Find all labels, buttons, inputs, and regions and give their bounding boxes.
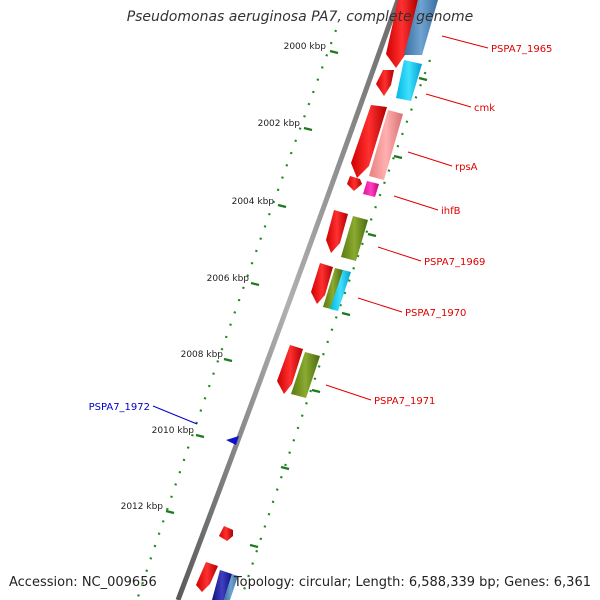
scale-labels: 2000 kbp 2002 kbp 2004 kbp 2006 kbp 2008… [121, 42, 327, 512]
scale-label-2000: 2000 kbp [284, 42, 327, 52]
gene-label[interactable]: PSPA7_1970 [405, 308, 466, 319]
genome-backbone [175, 0, 401, 600]
gene-feature [323, 268, 343, 309]
gene-feature [196, 562, 218, 592]
gene-feature [363, 181, 379, 197]
gene-feature [330, 270, 351, 311]
gene-feature [277, 345, 303, 394]
gene-label[interactable]: rpsA [455, 162, 478, 173]
outer-tick-ring [242, 59, 432, 591]
gene-feature [311, 263, 333, 304]
gene-feature [369, 110, 403, 180]
gene-feature [291, 352, 320, 398]
gene-feature [212, 570, 232, 600]
gene-label[interactable]: PSPA7_1971 [374, 396, 435, 407]
reverse-genes [212, 0, 438, 600]
leader-lines [152, 35, 489, 425]
inner-tick-ring [135, 29, 338, 600]
scale-label-2008: 2008 kbp [181, 350, 224, 360]
outer-ring-ticks [249, 76, 428, 549]
gene-feature [347, 176, 362, 191]
scale-label-2002: 2002 kbp [258, 119, 301, 129]
scale-label-2004: 2004 kbp [232, 197, 275, 207]
gene-label[interactable]: PSPA7_1969 [424, 257, 485, 268]
gene-label[interactable]: ihfB [441, 206, 461, 217]
gene-label[interactable]: PSPA7_1972 [89, 402, 150, 413]
gene-label[interactable]: cmk [474, 103, 495, 114]
gene-feature [396, 60, 422, 101]
gene-label[interactable]: PSPA7_1965 [491, 44, 552, 55]
gene-feature [404, 0, 438, 55]
genome-title: Pseudomonas aeruginosa PA7, complete gen… [126, 9, 474, 25]
gene-feature [219, 526, 233, 541]
forward-genes [196, 0, 418, 592]
gene-feature [386, 0, 418, 68]
gene-feature [224, 574, 238, 600]
gene-feature [341, 216, 368, 261]
gene-feature [351, 105, 387, 178]
scale-ticks [165, 49, 339, 515]
scale-label-2006: 2006 kbp [207, 274, 250, 284]
scale-label-2012: 2012 kbp [121, 502, 164, 512]
gene-feature [376, 70, 394, 96]
gene-feature [326, 210, 348, 253]
gene-feature-small-arrow [226, 436, 239, 445]
gene-labels: PSPA7_1965 cmk rpsA ihfB PSPA7_1969 PSPA… [89, 44, 553, 413]
topology-text: Topology: circular; Length: 6,588,339 bp… [233, 575, 591, 590]
accession-text: Accession: NC_009656 [9, 575, 157, 590]
scale-label-2010: 2010 kbp [152, 426, 195, 436]
